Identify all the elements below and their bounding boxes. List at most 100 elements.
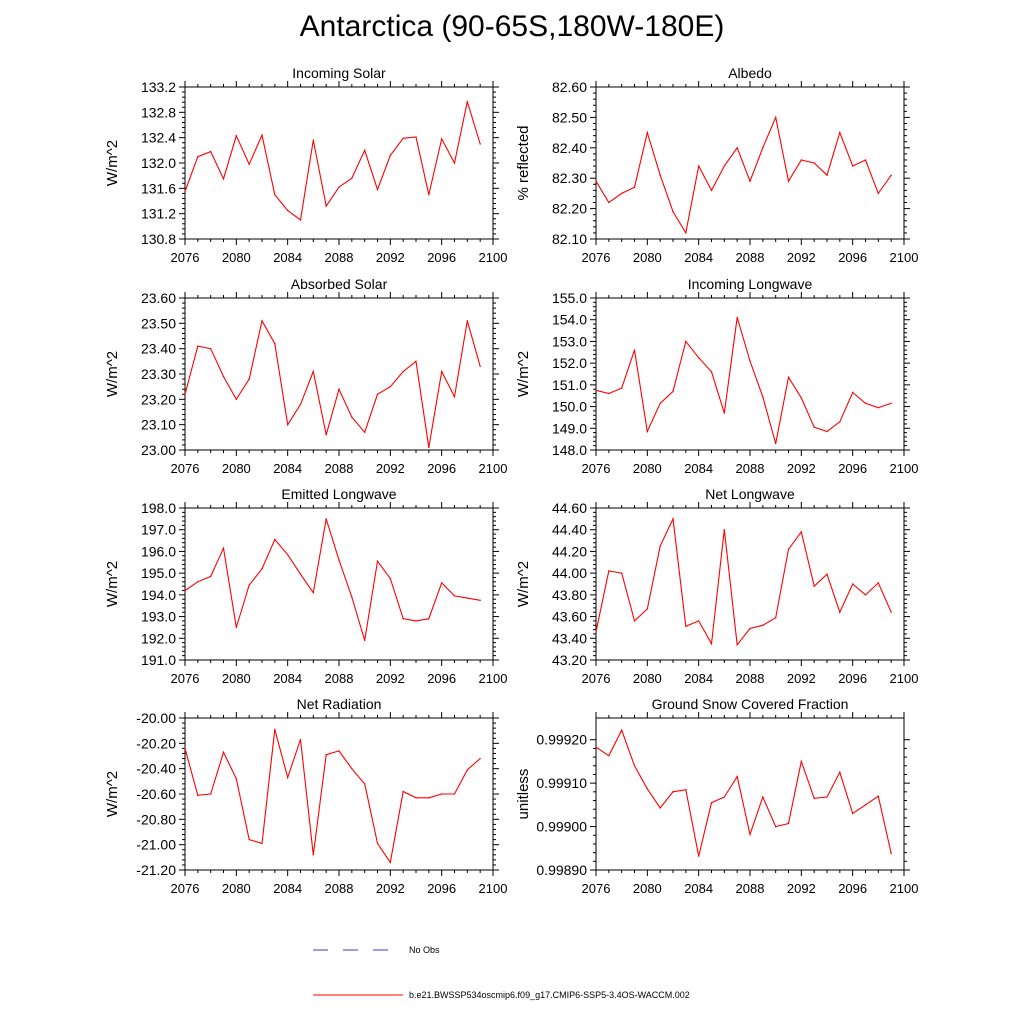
- x-tick-label: 2080: [633, 671, 662, 686]
- data-point: [338, 750, 340, 752]
- data-point: [402, 137, 404, 139]
- y-tick-label: 198.0: [141, 500, 176, 516]
- data-point: [325, 518, 327, 520]
- data-point: [646, 131, 649, 134]
- data-point: [813, 585, 815, 587]
- data-point: [762, 396, 764, 398]
- data-point: [376, 188, 379, 191]
- y-tick-label: 197.0: [141, 522, 176, 538]
- data-point: [839, 771, 841, 773]
- data-point: [197, 345, 199, 347]
- data-point: [813, 797, 815, 800]
- y-tick-label: 0.99910: [536, 775, 587, 791]
- data-point: [235, 135, 238, 137]
- y-tick-label: 82.30: [552, 170, 587, 186]
- data-point: [428, 446, 430, 449]
- data-point: [749, 833, 751, 836]
- y-tick-label: 132.0: [141, 155, 176, 171]
- x-tick-label: 2080: [222, 250, 251, 265]
- series-line: [184, 101, 481, 221]
- data-point: [376, 393, 379, 395]
- panel-albedo: Albedo 2076 2080 2084 2088 2092 2096 2100 82.10 8…: [515, 65, 918, 265]
- x-tick-label: 2084: [684, 461, 713, 476]
- y-tick-label: 23.30: [141, 366, 176, 382]
- data-point: [402, 618, 404, 620]
- y-tick-label: 151.0: [552, 377, 587, 393]
- data-point: [184, 747, 186, 750]
- data-point: [595, 746, 597, 748]
- y-tick-label: 82.50: [552, 109, 587, 125]
- data-point: [608, 570, 610, 572]
- data-point: [813, 162, 815, 164]
- x-tick-label: 2088: [736, 881, 765, 896]
- data-point: [659, 174, 661, 176]
- data-point: [428, 797, 430, 799]
- data-point: [274, 193, 276, 196]
- data-point: [723, 165, 726, 167]
- y-axis-label: W/m^2: [104, 140, 121, 186]
- x-tick-label: 2088: [325, 671, 354, 686]
- x-tick-label: 2076: [171, 250, 200, 265]
- data-point: [749, 360, 751, 362]
- data-point: [710, 189, 713, 192]
- panel-absorbed-solar: Absorbed Solar 2076 2080 2084 2088 2092 2096 21…: [104, 276, 507, 476]
- data-point: [685, 625, 687, 628]
- x-tick-label: 2096: [838, 881, 867, 896]
- data-point: [839, 611, 841, 613]
- series-line: [184, 729, 481, 864]
- data-point: [685, 232, 687, 234]
- data-point: [620, 729, 623, 731]
- y-tick-label: 193.0: [141, 609, 176, 625]
- x-tick-label: 2096: [427, 671, 456, 686]
- data-point: [466, 769, 469, 771]
- data-point: [659, 807, 661, 809]
- data-point: [826, 174, 828, 176]
- data-point: [235, 778, 238, 780]
- x-tick-label: 2092: [787, 250, 816, 265]
- y-tick-label: 0.99890: [536, 862, 587, 878]
- y-tick-label: 153.0: [552, 333, 587, 349]
- x-tick-label: 2092: [376, 671, 405, 686]
- data-point: [389, 154, 392, 157]
- x-tick-label: 2092: [376, 250, 405, 265]
- y-tick-label: 194.0: [141, 587, 176, 603]
- data-point: [479, 143, 481, 145]
- data-point: [466, 100, 469, 103]
- data-point: [787, 180, 790, 182]
- data-point: [312, 139, 315, 141]
- plot-frame: [595, 507, 905, 661]
- data-point: [184, 393, 186, 395]
- x-tick-label: 2100: [890, 461, 919, 476]
- data-point: [299, 738, 302, 741]
- data-point: [659, 545, 661, 547]
- y-axis-label: W/m^2: [515, 351, 532, 397]
- data-point: [415, 620, 417, 622]
- x-tick-label: 2092: [376, 461, 405, 476]
- data-point: [620, 192, 623, 195]
- data-point: [286, 553, 289, 556]
- panel-title: Emitted Longwave: [281, 486, 396, 502]
- data-point: [723, 796, 726, 798]
- y-tick-label: 131.2: [141, 206, 176, 222]
- y-axis-label: unitless: [515, 769, 532, 820]
- x-tick-label: 2100: [890, 250, 919, 265]
- data-point: [299, 219, 302, 221]
- data-point: [608, 201, 610, 204]
- x-tick-label: 2080: [222, 461, 251, 476]
- data-point: [466, 597, 469, 599]
- x-tick-label: 2096: [427, 881, 456, 896]
- data-point: [338, 388, 340, 390]
- data-point: [877, 192, 880, 195]
- panel-title: Net Radiation: [297, 696, 382, 712]
- data-point: [787, 822, 790, 825]
- series-line: [184, 319, 481, 448]
- data-point: [466, 320, 469, 322]
- data-point: [710, 371, 713, 373]
- legend-label-model: b.e21.BWSSP534oscmip6.f09_g17.CMIP6-SSP5…: [409, 990, 690, 1000]
- data-point: [222, 178, 225, 180]
- data-point: [312, 370, 315, 373]
- plot-frame: [595, 86, 905, 240]
- series-line: [595, 516, 892, 647]
- y-tick-label: 43.60: [552, 609, 587, 625]
